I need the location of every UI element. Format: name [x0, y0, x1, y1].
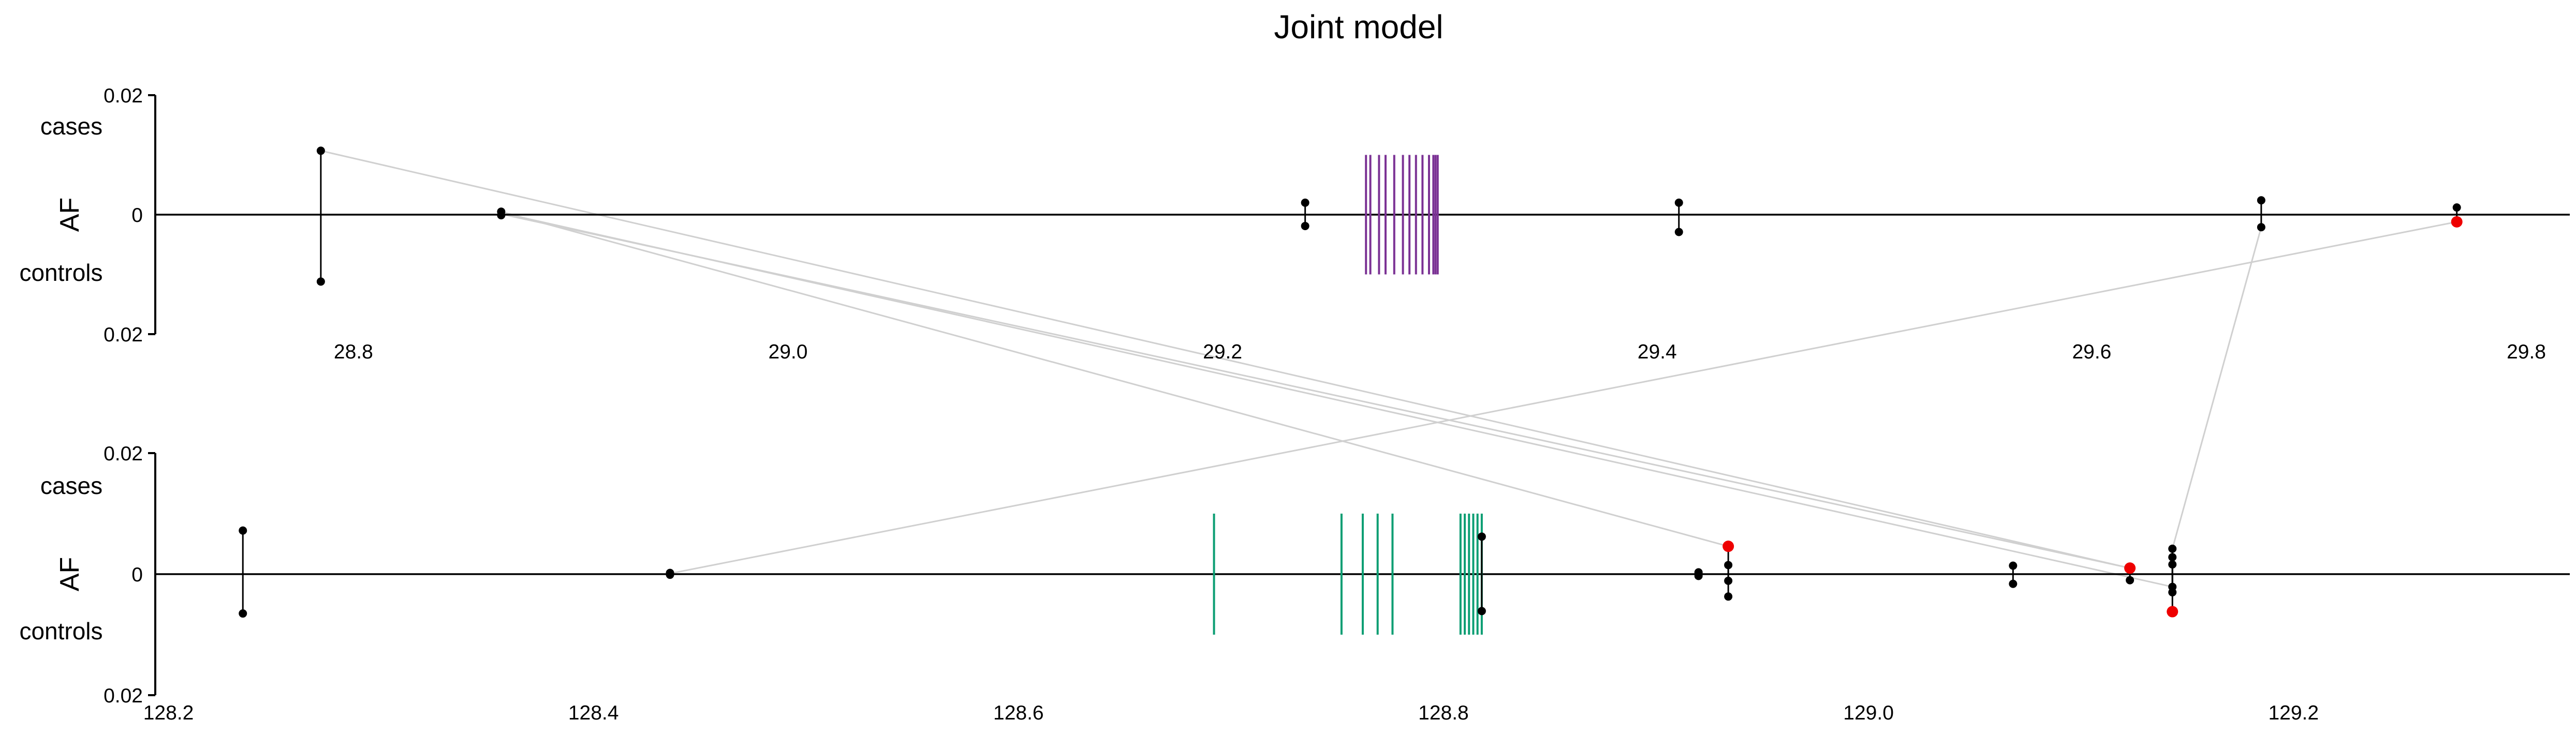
control-point: [2126, 576, 2135, 584]
control-point: [1477, 607, 1486, 616]
x-tick-label: 128.8: [1418, 702, 1469, 724]
control-point: [316, 277, 325, 286]
control-point: [2168, 582, 2177, 591]
connection-line: [501, 211, 1729, 547]
case-point: [2168, 560, 2177, 569]
connection-lines: [320, 149, 2457, 588]
case-point: [2168, 553, 2177, 562]
y-tick-label: 0.02: [104, 85, 143, 107]
case-point: [239, 526, 247, 535]
x-tick-label: 129.2: [2268, 702, 2319, 724]
y-tick-label: 0.02: [104, 685, 143, 707]
variant: [316, 146, 325, 286]
case-point: [2124, 562, 2136, 574]
variant: [2451, 203, 2463, 228]
controls-label: controls: [19, 618, 102, 644]
case-point: [2452, 203, 2461, 212]
x-tick-label: 29.0: [769, 341, 808, 363]
chart-title: Joint model: [1274, 8, 1443, 46]
variant: [1301, 198, 1309, 230]
variant: [666, 568, 674, 579]
x-tick-label: 128.6: [993, 702, 1044, 724]
control-point: [497, 211, 506, 220]
x-tick-label: 29.6: [2072, 341, 2111, 363]
case-point: [1723, 541, 1734, 552]
gene-ticks: [1365, 155, 1439, 275]
case-point: [1724, 561, 1733, 569]
control-point: [2009, 579, 2018, 588]
x-tick-label: 29.8: [2507, 341, 2546, 363]
variant: [2124, 562, 2136, 584]
control-point: [1674, 228, 1683, 236]
x-tick-label: 129.0: [1843, 702, 1894, 724]
control-point: [1694, 572, 1703, 580]
variant: [2168, 560, 2177, 591]
case-point: [2168, 544, 2177, 553]
variant: [1724, 561, 1733, 585]
variant: [2009, 561, 2018, 588]
x-tick-label: 128.2: [143, 702, 194, 724]
variant: [1694, 568, 1703, 580]
x-tick-label: 29.2: [1203, 341, 1242, 363]
control-point: [1724, 592, 1733, 601]
connection-line: [670, 221, 2457, 575]
case-point: [1301, 198, 1309, 207]
control-point: [2451, 216, 2463, 228]
y-tick-label: 0.02: [104, 443, 143, 465]
y-tick-label: 0: [131, 564, 143, 586]
variant: [239, 526, 247, 618]
connection-line: [320, 149, 2130, 569]
x-tick-label: 28.8: [334, 341, 373, 363]
case-point: [2257, 196, 2265, 205]
cases-label: cases: [40, 472, 102, 499]
control-point: [239, 609, 247, 618]
y-axis-label: AF: [55, 198, 85, 232]
case-point: [1477, 532, 1486, 541]
y-tick-label: 0.02: [104, 324, 143, 346]
cases-label: cases: [40, 113, 102, 140]
control-point: [1301, 221, 1309, 230]
x-tick-label: 29.4: [1638, 341, 1677, 363]
y-tick-label: 0: [131, 204, 143, 227]
control-point: [2167, 606, 2178, 618]
control-point: [666, 571, 674, 579]
y-axis-label: AF: [55, 557, 85, 591]
variant: [2257, 196, 2265, 232]
case-point: [316, 146, 325, 155]
case-point: [1674, 198, 1683, 207]
connection-line: [501, 212, 2173, 588]
control-point: [1724, 576, 1733, 585]
x-tick-label: 128.4: [568, 702, 619, 724]
case-point: [2009, 561, 2018, 570]
variant: [1477, 532, 1486, 616]
control-point: [2257, 223, 2265, 232]
controls-label: controls: [19, 259, 102, 286]
variant: [497, 207, 506, 220]
connection-line: [2171, 227, 2262, 549]
variant: [1674, 198, 1683, 236]
